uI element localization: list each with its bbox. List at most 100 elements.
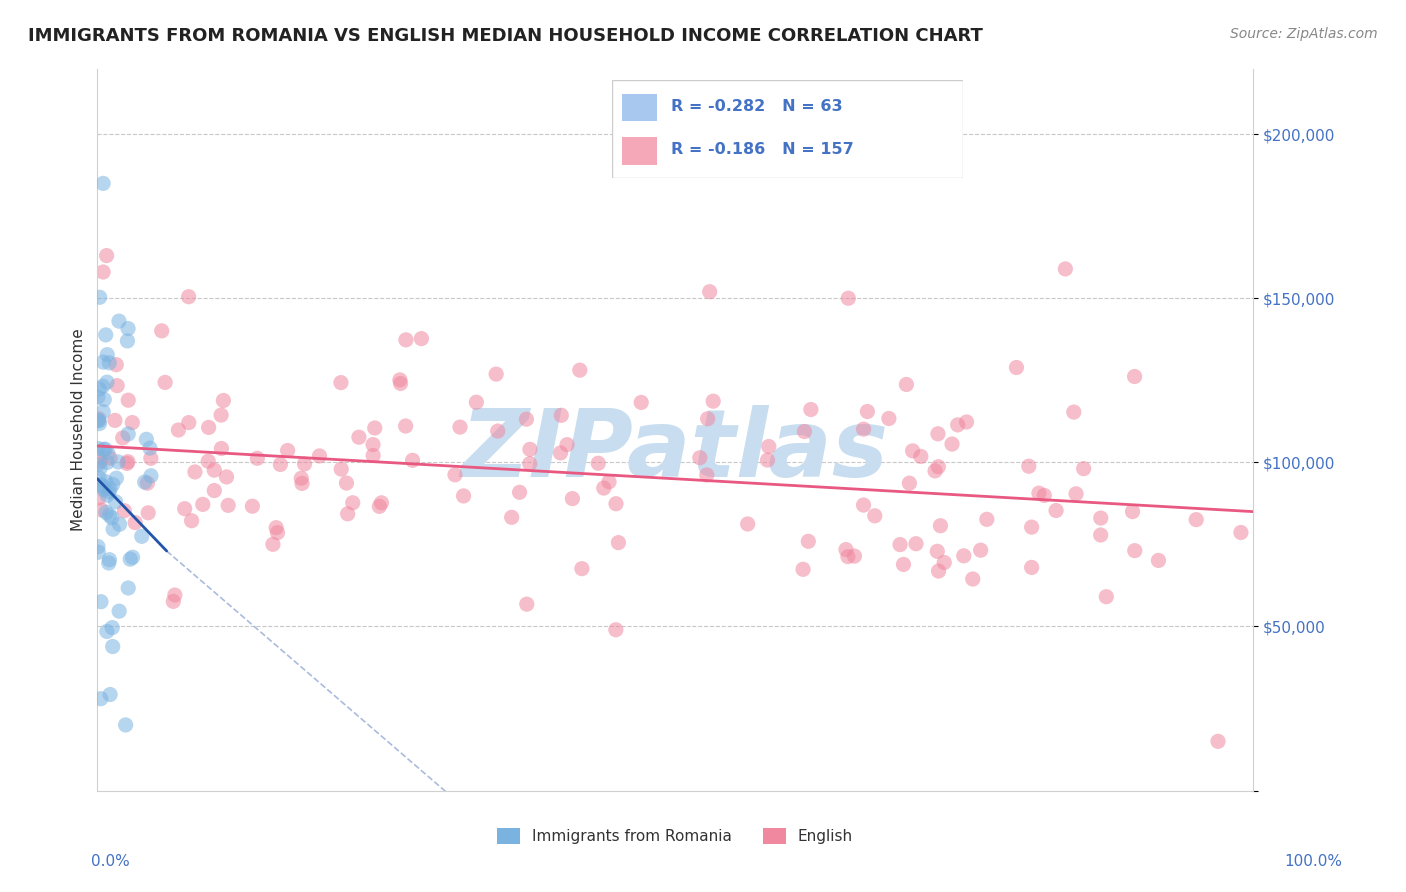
Point [852,422,875,436]
Point [465,395,488,409]
Point [90,595,112,609]
Point [1090,511,1112,525]
Point [98,552,121,566]
Point [962,572,984,586]
Point [699,285,721,299]
Point [941,437,963,451]
Point [94,505,117,519]
Point [180,514,202,528]
Point [105,358,128,372]
Point [240,500,263,514]
Point [101,477,124,491]
Point [388,373,411,387]
Point [361,437,384,451]
Point [1090,528,1112,542]
Point [519,442,541,457]
Point [592,481,614,495]
Text: Source: ZipAtlas.com: Source: ZipAtlas.com [1230,27,1378,41]
Point [449,420,471,434]
Point [98,688,121,702]
Point [1123,543,1146,558]
Point [87,450,110,464]
Point [1063,405,1085,419]
Point [87,545,110,559]
Point [93,483,115,497]
Point [877,411,900,425]
Point [294,457,316,471]
Point [89,382,111,396]
Point [153,376,176,390]
Point [898,476,921,491]
Point [901,443,924,458]
Point [598,475,620,489]
Point [124,516,146,530]
Point [97,446,120,460]
Point [1045,503,1067,517]
Point [291,476,314,491]
Point [1147,553,1170,567]
Y-axis label: Median Household Income: Median Household Income [72,328,86,531]
Point [1185,513,1208,527]
Point [1054,261,1077,276]
Point [561,491,583,506]
Point [177,416,200,430]
Point [395,419,418,434]
Point [347,430,370,444]
Point [342,496,364,510]
Point [893,558,915,572]
Point [515,412,537,426]
Point [212,393,235,408]
Point [217,499,239,513]
Point [262,537,284,551]
Point [586,456,609,470]
Point [737,516,759,531]
Point [485,367,508,381]
Point [117,426,139,441]
Point [290,471,312,485]
Text: IMMIGRANTS FROM ROMANIA VS ENGLISH MEDIAN HOUSEHOLD INCOME CORRELATION CHART: IMMIGRANTS FROM ROMANIA VS ENGLISH MEDIA… [28,27,983,45]
Point [131,529,153,543]
Point [844,549,866,563]
Point [453,489,475,503]
Text: R = -0.282   N = 63: R = -0.282 N = 63 [672,99,844,114]
Point [797,534,820,549]
Point [955,415,977,429]
Point [1230,525,1253,540]
Point [756,453,779,467]
Point [395,333,418,347]
Point [117,581,139,595]
Point [96,348,118,362]
Point [93,392,115,407]
Point [98,451,121,466]
Point [96,624,118,639]
Point [336,507,359,521]
Point [104,413,127,427]
Point [605,497,627,511]
Point [1021,520,1043,534]
Point [105,471,128,485]
Point [330,462,353,476]
Point [927,426,949,441]
Bar [621,137,657,165]
Point [121,550,143,565]
Point [101,510,124,524]
Point [162,594,184,608]
Point [150,324,173,338]
Point [89,290,111,304]
Text: 100.0%: 100.0% [1285,854,1343,869]
Point [139,451,162,466]
Point [163,588,186,602]
Point [361,449,384,463]
Point [976,512,998,526]
Point [177,290,200,304]
Point [121,416,143,430]
Point [101,621,124,635]
Point [191,497,214,511]
Point [114,718,136,732]
Point [969,543,991,558]
Point [837,549,859,564]
Point [96,488,118,502]
Point [117,455,139,469]
Point [87,540,110,554]
Point [197,454,219,468]
